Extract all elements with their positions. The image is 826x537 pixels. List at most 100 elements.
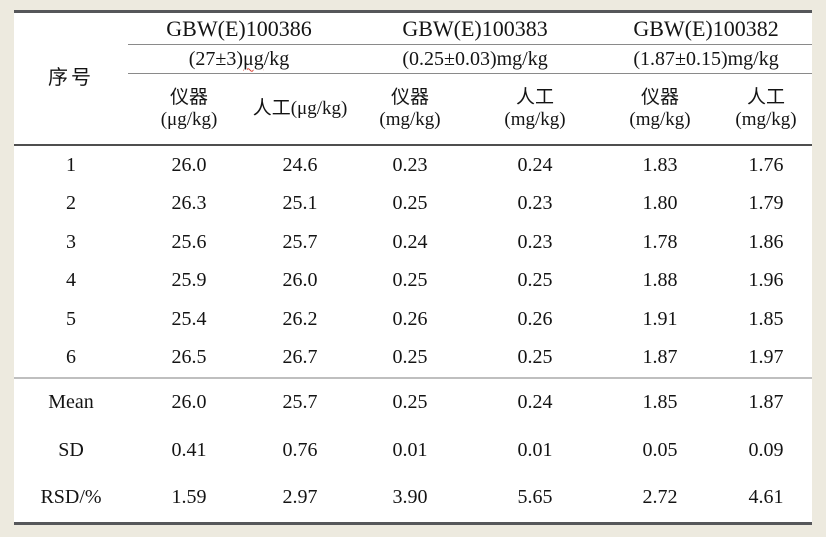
group-header-gbw100382: GBW(E)100382 (600, 11, 813, 45)
cell: 0.25 (350, 338, 471, 379)
cell: 0.25 (470, 338, 601, 379)
cell: 0.01 (392, 438, 428, 461)
col-header-line1: 仪器 (641, 87, 680, 109)
cell: 0.01 (517, 438, 553, 461)
cell: 0.25 (392, 391, 428, 414)
certified-value-text: (1.87±0.15)mg/kg (633, 47, 779, 70)
cell: 1.97 (720, 338, 813, 379)
stat-row-sd: SD 0.41 0.76 0.01 0.01 0.05 0.09 (14, 427, 812, 475)
certified-value-gbw100386: (27±3)μg/kg (128, 44, 351, 74)
cell: 1.85 (642, 391, 678, 414)
row-label: RSD/% (40, 486, 102, 509)
col-header-manual-ugkg: 人工(μg/kg) (250, 73, 351, 146)
group-header-gbw100383: GBW(E)100383 (350, 11, 601, 45)
row-label: 2 (66, 192, 76, 215)
cell: 1.91 (642, 307, 678, 330)
cell: 5.65 (517, 486, 553, 509)
certified-value-unit: /kg (263, 47, 290, 70)
col-header-serial-number: 序号 (14, 11, 128, 146)
col-header-line2: (μg/kg) (160, 109, 218, 130)
col-header-manual-mgkg-2: 人工 (mg/kg) (720, 73, 813, 146)
cell: 0.23 (392, 153, 428, 176)
stat-row-rsd: RSD/% 1.59 2.97 3.90 5.65 2.72 4.61 (14, 474, 812, 523)
method-header-row: 仪器 (μg/kg) 人工(μg/kg) 仪器 (mg/kg) 人工 (mg/k… (14, 73, 813, 146)
cell: 1.87 (748, 391, 784, 414)
cell: 1.79 (748, 192, 784, 215)
cell: 0.26 (517, 307, 553, 330)
cell: 1.88 (642, 269, 678, 292)
row-label: SD (58, 438, 84, 461)
cell: 1.83 (642, 153, 678, 176)
cell: 0.23 (517, 230, 553, 253)
col-header-manual-mgkg-1: 人工 (mg/kg) (470, 73, 601, 146)
col-header-instrument-ugkg: 仪器 (μg/kg) (128, 73, 250, 146)
col-header-line2: (mg/kg) (379, 109, 441, 130)
table-row: 5 25.4 26.2 0.26 0.26 1.91 1.85 (14, 300, 812, 339)
col-header-instrument-mgkg-1: 仪器 (mg/kg) (350, 73, 471, 146)
cell: 26.3 (171, 192, 207, 215)
certified-value-gbw100383: (0.25±0.03)mg/kg (350, 44, 601, 74)
cell: 26.7 (250, 338, 351, 379)
table-row: 2 26.3 25.1 0.25 0.23 1.80 1.79 (14, 185, 812, 224)
cell: 26.0 (282, 269, 318, 292)
cell: 4.61 (748, 486, 784, 509)
cell: 0.41 (171, 438, 207, 461)
cell: 26.0 (171, 391, 207, 414)
cell: 0.25 (392, 269, 428, 292)
cell: 25.7 (282, 230, 318, 253)
group-header-row: 序号 GBW(E)100386 GBW(E)100383 GBW(E)10038… (14, 11, 813, 146)
cell: 3.90 (392, 486, 428, 509)
col-header-line1: 人工 (516, 87, 555, 109)
cell: 25.4 (171, 307, 207, 330)
spellcheck-squiggle-text: μg (243, 47, 264, 70)
cell: 24.6 (282, 153, 318, 176)
col-header-line1: 仪器 (391, 87, 430, 109)
table-row: 6 26.5 26.7 0.25 0.25 1.87 1.97 (14, 338, 813, 379)
cell: 0.25 (517, 269, 553, 292)
row-label: 3 (66, 230, 76, 253)
col-header-line2: (mg/kg) (735, 109, 797, 130)
row-label: Mean (48, 391, 94, 414)
cell: 1.85 (748, 307, 784, 330)
cell: 0.05 (642, 438, 678, 461)
cell: 1.96 (748, 269, 784, 292)
table-row: 1 26.0 24.6 0.23 0.24 1.83 1.76 (14, 145, 812, 185)
cell: 0.24 (517, 153, 553, 176)
cell: 0.24 (517, 391, 553, 414)
cell: 1.59 (171, 486, 207, 509)
cell: 2.72 (642, 486, 678, 509)
group-header-gbw100386: GBW(E)100386 (128, 11, 351, 45)
certified-value-row: (27±3)μg/kg (0.25±0.03)mg/kg (1.87±0.15)… (14, 44, 813, 74)
cell: 1.86 (748, 230, 784, 253)
cell: 25.9 (171, 269, 207, 292)
stat-row-mean: Mean 26.0 25.7 0.25 0.24 1.85 1.87 (14, 378, 812, 427)
cell: 1.87 (600, 338, 721, 379)
cell: 25.7 (282, 391, 318, 414)
cell: 0.24 (392, 230, 428, 253)
cell: 1.80 (642, 192, 678, 215)
cell: 0.26 (392, 307, 428, 330)
cell: 0.23 (517, 192, 553, 215)
row-label: 5 (66, 307, 76, 330)
cell: 1.78 (642, 230, 678, 253)
cell: 25.6 (171, 230, 207, 253)
cell: 26.0 (171, 153, 207, 176)
certified-value-gbw100382: (1.87±0.15)mg/kg (600, 44, 813, 74)
cell: 25.1 (282, 192, 318, 215)
cell: 26.2 (282, 307, 318, 330)
cell: 1.76 (748, 153, 784, 176)
col-header-line1: 人工 (747, 87, 786, 109)
row-label: 1 (66, 153, 76, 176)
cell: 0.09 (748, 438, 784, 461)
cell: 0.76 (282, 438, 318, 461)
standard-reference-material-table: 序号 GBW(E)100386 GBW(E)100383 GBW(E)10038… (14, 10, 813, 525)
table-row: 4 25.9 26.0 0.25 0.25 1.88 1.96 (14, 262, 812, 301)
col-header-line2: (mg/kg) (629, 109, 691, 130)
table-row: 3 25.6 25.7 0.24 0.23 1.78 1.86 (14, 223, 812, 262)
col-header-line1: 人工(μg/kg) (252, 98, 348, 120)
cell: 26.5 (128, 338, 250, 379)
col-header-line1: 仪器 (169, 87, 208, 109)
cell: 0.25 (392, 192, 428, 215)
row-label: 4 (66, 269, 76, 292)
col-header-instrument-mgkg-2: 仪器 (mg/kg) (600, 73, 721, 146)
